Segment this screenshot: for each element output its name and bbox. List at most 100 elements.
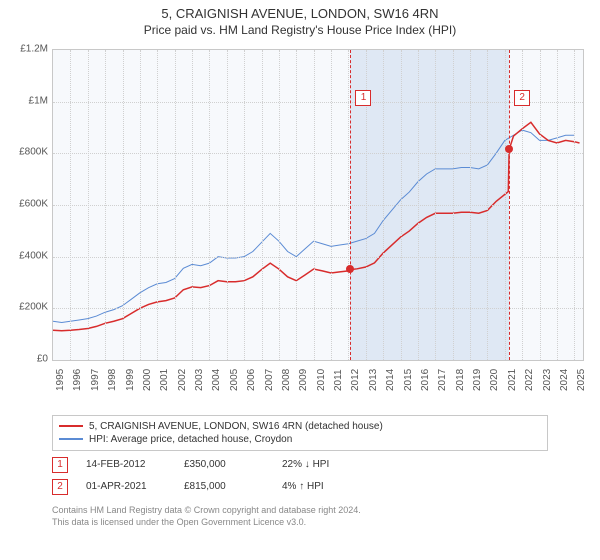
gridline-h: [53, 102, 583, 103]
gridline-v: [505, 50, 506, 360]
xtick-label: 2015: [403, 369, 414, 391]
ytick-label: £600K: [4, 198, 48, 209]
legend-label: HPI: Average price, detached house, Croy…: [89, 434, 292, 445]
title-line-2: Price paid vs. HM Land Registry's House …: [0, 23, 600, 41]
legend-swatch: [59, 438, 83, 440]
footer: Contains HM Land Registry data © Crown c…: [52, 505, 548, 528]
xtick-label: 2008: [281, 369, 292, 391]
gridline-v: [70, 50, 71, 360]
legend-row: HPI: Average price, detached house, Croy…: [59, 433, 541, 446]
data-row-price: £815,000: [184, 481, 264, 492]
xtick-label: 1997: [90, 369, 101, 391]
marker-line: [509, 50, 510, 360]
xtick-label: 2011: [333, 369, 344, 391]
gridline-v: [401, 50, 402, 360]
marker-dot: [505, 145, 513, 153]
ytick-label: £1M: [4, 95, 48, 106]
xtick-label: 1995: [55, 369, 66, 391]
gridline-v: [557, 50, 558, 360]
gridline-v: [574, 50, 575, 360]
xtick-label: 2019: [472, 369, 483, 391]
gridline-v: [105, 50, 106, 360]
marker-data-rows: 1 14-FEB-2012 £350,000 22% ↓ HPI 2 01-APR-202…: [0, 457, 600, 495]
data-row-delta: 4% ↑ HPI: [282, 481, 362, 492]
ytick-label: £200K: [4, 302, 48, 313]
ytick-label: £800K: [4, 147, 48, 158]
gridline-v: [140, 50, 141, 360]
ytick-label: £0: [4, 353, 48, 364]
xtick-label: 2004: [211, 369, 222, 391]
footer-line-1: Contains HM Land Registry data © Crown c…: [52, 505, 548, 517]
legend: 5, CRAIGNISH AVENUE, LONDON, SW16 4RN (d…: [52, 415, 548, 451]
xtick-label: 2023: [542, 369, 553, 391]
gridline-v: [453, 50, 454, 360]
xtick-label: 2001: [159, 369, 170, 391]
data-row-date: 14-FEB-2012: [86, 459, 166, 470]
xtick-label: 2021: [507, 369, 518, 391]
xtick-label: 2020: [489, 369, 500, 391]
xtick-label: 2002: [177, 369, 188, 391]
data-row-index: 2: [52, 479, 68, 495]
data-row-index: 1: [52, 457, 68, 473]
plot-area: 12: [52, 49, 584, 361]
xtick-label: 2005: [229, 369, 240, 391]
gridline-v: [487, 50, 488, 360]
gridline-v: [227, 50, 228, 360]
gridline-v: [209, 50, 210, 360]
xtick-label: 2006: [246, 369, 257, 391]
gridline-v: [279, 50, 280, 360]
gridline-v: [348, 50, 349, 360]
legend-label: 5, CRAIGNISH AVENUE, LONDON, SW16 4RN (d…: [89, 421, 383, 432]
gridline-v: [470, 50, 471, 360]
gridline-v: [296, 50, 297, 360]
gridline-v: [88, 50, 89, 360]
gridline-v: [540, 50, 541, 360]
gridline-h: [53, 257, 583, 258]
data-row: 2 01-APR-2021 £815,000 4% ↑ HPI: [52, 479, 548, 495]
data-row: 1 14-FEB-2012 £350,000 22% ↓ HPI: [52, 457, 548, 473]
xtick-label: 2009: [298, 369, 309, 391]
gridline-v: [435, 50, 436, 360]
gridline-v: [383, 50, 384, 360]
marker-line: [350, 50, 351, 360]
title-line-1: 5, CRAIGNISH AVENUE, LONDON, SW16 4RN: [0, 0, 600, 23]
gridline-v: [418, 50, 419, 360]
ytick-label: £1.2M: [4, 43, 48, 54]
legend-swatch: [59, 425, 83, 427]
xtick-label: 2018: [455, 369, 466, 391]
xtick-label: 2025: [576, 369, 587, 391]
xtick-label: 2017: [437, 369, 448, 391]
gridline-h: [53, 308, 583, 309]
gridline-v: [314, 50, 315, 360]
xtick-label: 2016: [420, 369, 431, 391]
xtick-label: 1999: [125, 369, 136, 391]
gridline-v: [262, 50, 263, 360]
marker-box: 2: [514, 90, 530, 106]
xtick-label: 2022: [524, 369, 535, 391]
gridline-v: [244, 50, 245, 360]
gridline-h: [53, 205, 583, 206]
xtick-label: 2003: [194, 369, 205, 391]
xtick-label: 2013: [368, 369, 379, 391]
chart: 12 £0£200K£400K£600K£800K£1M£1.2M1995199…: [0, 41, 600, 411]
ytick-label: £400K: [4, 250, 48, 261]
marker-box: 1: [355, 90, 371, 106]
data-row-delta: 22% ↓ HPI: [282, 459, 362, 470]
xtick-label: 2014: [385, 369, 396, 391]
data-row-date: 01-APR-2021: [86, 481, 166, 492]
gridline-v: [123, 50, 124, 360]
gridline-v: [157, 50, 158, 360]
xtick-label: 2010: [316, 369, 327, 391]
xtick-label: 1998: [107, 369, 118, 391]
xtick-label: 2024: [559, 369, 570, 391]
marker-dot: [346, 265, 354, 273]
gridline-v: [331, 50, 332, 360]
xtick-label: 2000: [142, 369, 153, 391]
gridline-v: [192, 50, 193, 360]
xtick-label: 2012: [350, 369, 361, 391]
footer-line-2: This data is licensed under the Open Gov…: [52, 517, 548, 529]
legend-row: 5, CRAIGNISH AVENUE, LONDON, SW16 4RN (d…: [59, 420, 541, 433]
xtick-label: 2007: [264, 369, 275, 391]
data-row-price: £350,000: [184, 459, 264, 470]
xtick-label: 1996: [72, 369, 83, 391]
